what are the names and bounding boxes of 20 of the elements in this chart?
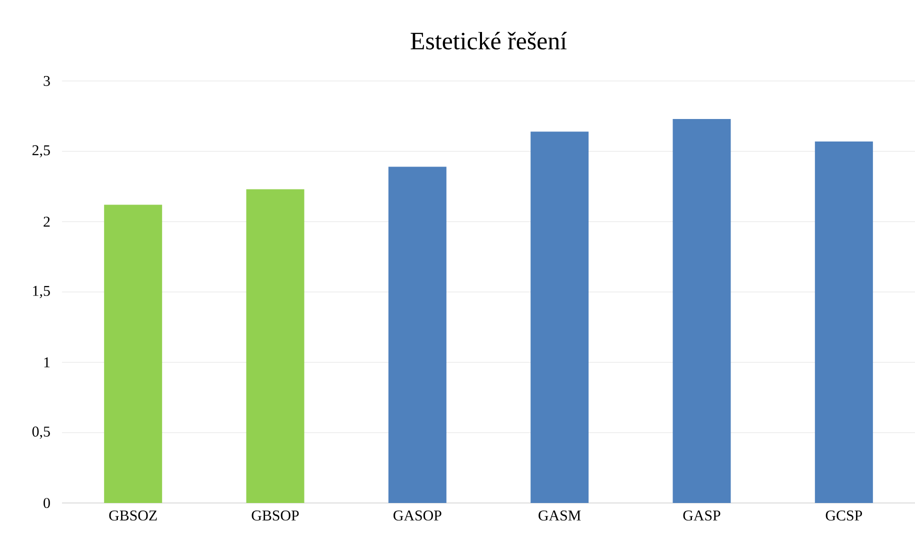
y-tick-label: 0,5: [32, 426, 50, 439]
y-tick-label: 0: [44, 498, 50, 508]
bar: [388, 166, 446, 503]
x-tick-label: GCSP: [826, 510, 862, 521]
y-tick-label: 3: [44, 76, 50, 86]
chart-title: Estetické řešení: [410, 32, 567, 50]
bar: [246, 189, 304, 503]
x-tick-label: GBSOP: [252, 510, 299, 521]
y-tick-label: 2,5: [32, 145, 50, 158]
x-tick-label: GASM: [538, 510, 581, 521]
bar: [104, 204, 162, 503]
y-tick-label: 1: [44, 357, 50, 368]
bar: [530, 132, 589, 503]
x-tick-label: GASOP: [394, 510, 442, 521]
y-tick-label: 1,5: [33, 286, 50, 298]
x-tick-label: GASP: [683, 510, 720, 521]
bar: [672, 118, 731, 503]
x-tick-label: GBSOZ: [109, 510, 157, 521]
y-tick-label: 2: [44, 216, 50, 227]
bar: [814, 141, 873, 503]
